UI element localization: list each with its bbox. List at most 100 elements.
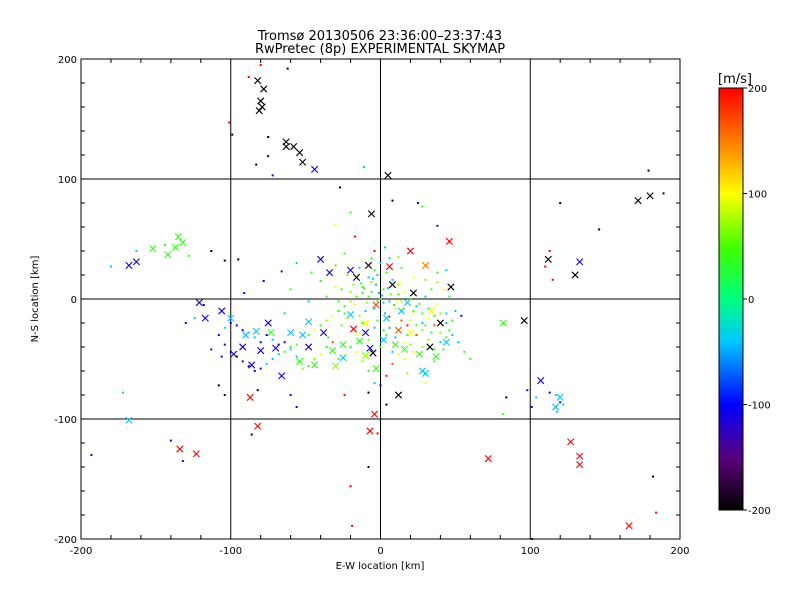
- scatter-dot-marker: [562, 403, 565, 406]
- colorbar-tick-label: -100: [748, 401, 771, 412]
- scatter-x-marker: [290, 143, 298, 151]
- scatter-x-marker: [218, 307, 226, 315]
- scatter-x-marker: [346, 311, 355, 319]
- scatter-dot-marker: [271, 174, 274, 177]
- scatter-dot-marker: [383, 312, 386, 315]
- scatter-x-marker: [267, 329, 275, 337]
- chart-title-line2: RwPretec (8p) EXPERIMENTAL SKYMAP: [255, 42, 505, 57]
- scatter-x-marker: [625, 522, 633, 530]
- scatter-dot-marker: [229, 350, 232, 353]
- scatter-dot-marker: [380, 294, 383, 297]
- scatter-dot-marker: [662, 192, 665, 195]
- scatter-dot-marker: [559, 401, 562, 404]
- scatter-x-marker: [447, 283, 455, 291]
- scatter-dot-marker: [388, 316, 391, 318]
- scatter-x-marker: [179, 239, 187, 247]
- scatter-dot-marker: [373, 382, 376, 384]
- scatter-dot-marker: [363, 166, 366, 168]
- x-tick-label: -200: [70, 546, 93, 557]
- scatter-x-marker: [227, 314, 235, 322]
- scatter-dot-marker: [439, 312, 442, 315]
- scatter-dot-marker: [354, 304, 357, 306]
- scatter-dot-marker: [436, 224, 439, 227]
- scatter-dot-marker: [430, 331, 433, 334]
- scatter-dot-marker: [286, 67, 289, 70]
- scatter-x-marker: [272, 344, 280, 352]
- scatter-x-marker: [406, 247, 415, 255]
- scatter-dot-marker: [217, 334, 220, 336]
- scatter-dot-marker: [202, 304, 205, 306]
- scatter-dot-marker: [505, 396, 508, 399]
- scatter-dot-marker: [319, 353, 322, 356]
- scatter-dot-marker: [373, 250, 376, 252]
- scatter-x-marker: [385, 263, 394, 271]
- scatter-x-marker: [320, 329, 328, 337]
- scatter-x-marker: [278, 372, 286, 380]
- scatter-dot-marker: [319, 280, 322, 282]
- scatter-dot-marker: [406, 372, 409, 375]
- scatter-dot-marker: [223, 326, 226, 329]
- scatter-dot-marker: [223, 394, 226, 396]
- scatter-dot-marker: [373, 307, 376, 310]
- scatter-dot-marker: [259, 367, 262, 370]
- x-tick-label: 0: [377, 546, 383, 557]
- scatter-x-marker: [176, 445, 184, 453]
- scatter-dot-marker: [391, 362, 394, 365]
- scatter-dot-marker: [277, 343, 280, 346]
- scatter-dot-marker: [337, 300, 340, 303]
- scatter-dot-marker: [391, 199, 394, 202]
- scatter-x-marker: [567, 438, 575, 446]
- scatter-dot-marker: [400, 319, 403, 322]
- scatter-dot-marker: [388, 300, 391, 303]
- y-tick-label: 100: [58, 175, 77, 186]
- scatter-x-marker: [421, 261, 430, 269]
- colorbar-gradient: [719, 88, 743, 510]
- colorbar-tick-label: 200: [748, 84, 767, 95]
- scatter-dot-marker: [367, 466, 370, 468]
- scatter-dot-marker: [379, 384, 382, 387]
- scatter-x-marker: [311, 165, 319, 173]
- scatter-x-marker: [426, 343, 434, 351]
- scatter-dot-marker: [334, 264, 337, 267]
- scatter-dot-marker: [502, 413, 505, 416]
- scatter-dot-marker: [551, 278, 554, 281]
- scatter-dot-marker: [361, 322, 364, 324]
- scatter-dot-marker: [394, 336, 397, 339]
- scatter-x-marker: [195, 299, 203, 307]
- scatter-dot-marker: [389, 293, 392, 296]
- scatter-x-marker: [164, 251, 172, 259]
- scatter-dot-marker: [415, 305, 418, 308]
- colorbar-tick-label: 0: [748, 295, 754, 306]
- scatter-dot-marker: [370, 257, 373, 260]
- scatter-x-marker: [257, 347, 265, 355]
- scatter-x-marker: [255, 107, 263, 115]
- scatter-x-marker: [305, 318, 313, 326]
- scatter-dot-marker: [220, 355, 223, 358]
- scatter-dot-marker: [376, 300, 379, 303]
- y-tick-label: -100: [54, 415, 77, 426]
- scatter-dot-marker: [349, 300, 352, 303]
- scatter-dot-marker: [349, 485, 352, 488]
- scatter-x-marker: [192, 450, 200, 458]
- scatter-dot-marker: [416, 202, 419, 204]
- scatter-dot-marker: [358, 266, 361, 269]
- scatter-dot-marker: [253, 370, 256, 372]
- scatter-x-marker: [339, 354, 347, 362]
- scatter-dot-marker: [535, 396, 538, 399]
- scatter-x-marker: [361, 351, 370, 359]
- scatter-dot-marker: [313, 329, 316, 332]
- scatter-x-marker: [537, 377, 545, 385]
- scatter-dot-marker: [439, 341, 442, 344]
- scatter-x-marker: [432, 353, 440, 361]
- scatter-dot-marker: [401, 307, 404, 310]
- scatter-dot-marker: [379, 298, 382, 300]
- scatter-x-marker: [317, 255, 325, 263]
- scatter-dot-marker: [283, 312, 286, 315]
- scatter-dot-marker: [454, 310, 457, 312]
- scatter-dot-marker: [340, 288, 343, 291]
- scatter-dot-marker: [392, 304, 395, 306]
- colorbar-tick-label: 100: [748, 190, 767, 201]
- scatter-dot-marker: [255, 163, 258, 166]
- scatter-dot-marker: [283, 341, 286, 344]
- scatter-dot-marker: [433, 324, 436, 327]
